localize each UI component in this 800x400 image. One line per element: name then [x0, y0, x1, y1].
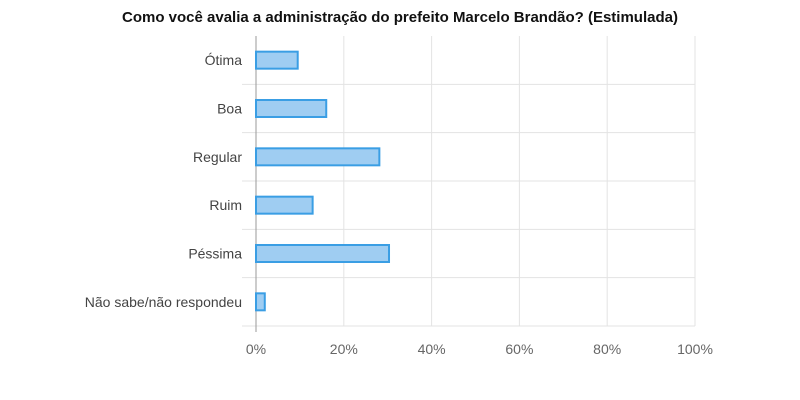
category-label: Regular: [193, 149, 242, 165]
category-label: Péssima: [188, 246, 242, 262]
bar: [255, 292, 266, 312]
category-label: Ruim: [209, 197, 242, 213]
category-label: Boa: [217, 101, 242, 117]
bar: [255, 50, 299, 70]
category-label: Ótima: [205, 52, 243, 68]
x-tick-label: 80%: [593, 341, 621, 357]
x-tick-label: 40%: [418, 341, 446, 357]
x-tick-label: 100%: [677, 341, 713, 357]
bar: [255, 244, 391, 263]
bar: [255, 147, 381, 167]
x-tick-label: 0%: [246, 341, 266, 357]
x-tick-label: 20%: [330, 341, 358, 357]
bar: [255, 195, 314, 215]
x-tick-label: 60%: [505, 341, 533, 357]
bar: [255, 99, 328, 118]
category-label: Não sabe/não respondeu: [85, 294, 242, 310]
chart-title: Como você avalia a administração do pref…: [122, 9, 678, 26]
